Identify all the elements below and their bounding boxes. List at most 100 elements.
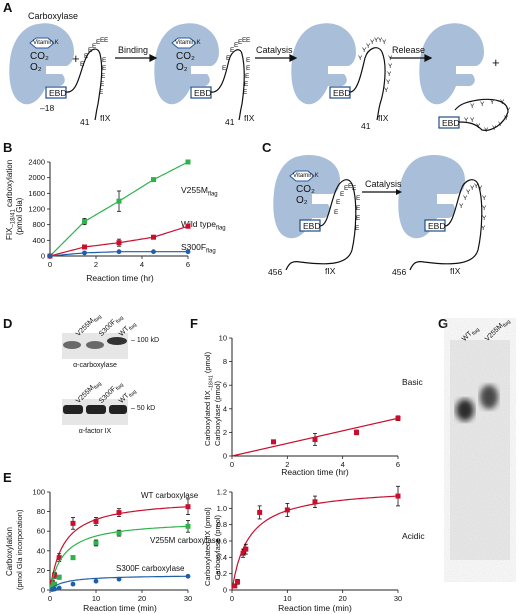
E2-s0-point-4 xyxy=(257,509,263,515)
B-s1-point-3 xyxy=(151,234,156,240)
B-ytick-label-2: 800 xyxy=(32,220,45,229)
c-fix-label-2: fIX xyxy=(450,266,461,276)
E2-s0-point-1 xyxy=(235,579,241,585)
E1-s0-point-5 xyxy=(116,510,122,516)
a1-glu-7: E xyxy=(102,57,107,64)
a2-glu-9: E xyxy=(245,73,250,80)
chart-e2-xlabel: Reaction time (min) xyxy=(278,603,352,613)
E1-s1-point-5 xyxy=(116,530,122,536)
F-ytick-label-1: 2 xyxy=(223,428,227,437)
a1-glu-8: E xyxy=(102,65,107,72)
B-s2-point-4 xyxy=(185,249,191,255)
B-xtick-label-1: 2 xyxy=(94,260,98,269)
a3-gla-10: Y xyxy=(386,79,391,86)
legend-s300f: S300Fflag xyxy=(181,242,216,255)
E1-s0-point-3 xyxy=(70,520,76,526)
a4-gla-0: Y xyxy=(464,117,469,124)
E1-xtick-label-3: 30 xyxy=(184,594,192,603)
d-marker-50kd: – 50 kD xyxy=(131,405,156,412)
c-co2-label: CO₂ xyxy=(296,184,315,195)
c1-glu-8: E xyxy=(356,215,361,222)
F-xtick-label-1: 2 xyxy=(285,460,289,469)
B-ytick-label-0: 0 xyxy=(41,252,45,261)
carboxylase-label: Carboxylase xyxy=(28,11,79,21)
F-s0-point-1 xyxy=(312,436,318,442)
c1-glu-4: E xyxy=(348,183,353,190)
B-ytick-label-3: 1200 xyxy=(28,205,45,214)
panel-label-g: G xyxy=(438,316,449,331)
panel-label-e: E xyxy=(3,470,12,485)
E2-ytick-label-5: 1.0 xyxy=(217,504,227,513)
a2-glu-10: E xyxy=(244,81,249,88)
E2-ytick-label-6: 1.2 xyxy=(217,488,227,497)
B-s2-point-2 xyxy=(116,249,122,255)
E1-ytick-label-2: 40 xyxy=(37,546,45,555)
panel-label-b: B xyxy=(3,140,13,155)
a3-gla-7: Y xyxy=(388,55,393,62)
fix-label-3: fIX xyxy=(378,113,389,123)
e1-legend-wt: WT carboxylase xyxy=(141,491,199,500)
a4-gla-6: Y xyxy=(504,115,509,122)
c-residue-456: 456 xyxy=(268,267,283,277)
E2-xtick-label-2: 20 xyxy=(338,594,346,603)
F-s0-point-0 xyxy=(271,439,276,445)
E1-xtick-label-0: 0 xyxy=(48,594,52,603)
c1-glu-2: E xyxy=(340,191,345,198)
a3-gla-3: Y xyxy=(370,39,375,46)
c2-gla-9: Y xyxy=(481,225,486,232)
E2-s0-point-6 xyxy=(312,499,318,505)
a2-glu-8: E xyxy=(246,65,251,72)
e1-legend-v255m: V255M carboxylase xyxy=(150,536,221,545)
E2-xtick-label-3: 30 xyxy=(394,594,402,603)
c2-gla-6: Y xyxy=(482,195,487,202)
E1-s2-point-6 xyxy=(185,573,191,579)
c-ebd-label: EBD xyxy=(303,221,321,231)
panel-label-f: F xyxy=(190,316,198,331)
E1-s0-point-2 xyxy=(56,555,62,561)
c2-gla-7: Y xyxy=(482,205,487,212)
a3-gla-4: Y xyxy=(374,37,379,44)
B-ytick-label-4: 1600 xyxy=(28,189,45,198)
F-fit-line xyxy=(231,417,399,457)
legend-wild-type: Wild typeflag xyxy=(181,219,226,232)
E1-s2-point-3 xyxy=(70,581,76,587)
E2-s0-point-0 xyxy=(232,583,238,589)
fix-label: fIX xyxy=(100,113,111,123)
E1-s2-point-4 xyxy=(93,578,99,584)
a4-gla-8: Y xyxy=(500,99,505,106)
c1-glu-5: E xyxy=(352,185,357,192)
F-ytick-label-0: 0 xyxy=(223,452,227,461)
panel-label-a: A xyxy=(3,0,13,15)
E1-s2-point-5 xyxy=(116,576,122,582)
c-residue-456-2: 456 xyxy=(392,267,407,277)
a4-gla-1: Y xyxy=(470,117,475,124)
E2-ytick-label-4: 0.8 xyxy=(217,520,227,529)
fix-label-2: fIX xyxy=(244,113,255,123)
o2-label: O₂ xyxy=(30,62,42,73)
catalysis-label: Catalysis xyxy=(256,45,293,55)
residue-41-3: 41 xyxy=(361,121,371,131)
E1-ytick-label-0: 0 xyxy=(41,586,45,595)
E2-ytick-label-0: 0 xyxy=(223,586,227,595)
chart-f-xlabel: Reaction time (hr) xyxy=(281,467,349,477)
a3-gla-11: Y xyxy=(384,87,389,94)
g-acidic-label: Acidic xyxy=(402,531,425,541)
B-s0-point-2 xyxy=(116,198,122,204)
a3-gla-0: Y xyxy=(358,55,363,62)
B-ytick-label-6: 2400 xyxy=(28,158,45,167)
chart-e1-xlabel: Reaction time (min) xyxy=(83,603,157,613)
a2-glu-1: E xyxy=(226,55,231,62)
c1-glu-3: E xyxy=(344,185,349,192)
release-label: Release xyxy=(392,45,426,55)
ebd-label: EBD xyxy=(49,88,67,98)
c1-glu-1: E xyxy=(336,199,341,206)
E2-series-0-line xyxy=(231,495,399,591)
plus-sign-2: + xyxy=(492,55,500,70)
E1-s0-point-4 xyxy=(93,518,99,524)
a1-glu-11: E xyxy=(99,89,104,96)
c2-gla-5: Y xyxy=(478,185,483,192)
